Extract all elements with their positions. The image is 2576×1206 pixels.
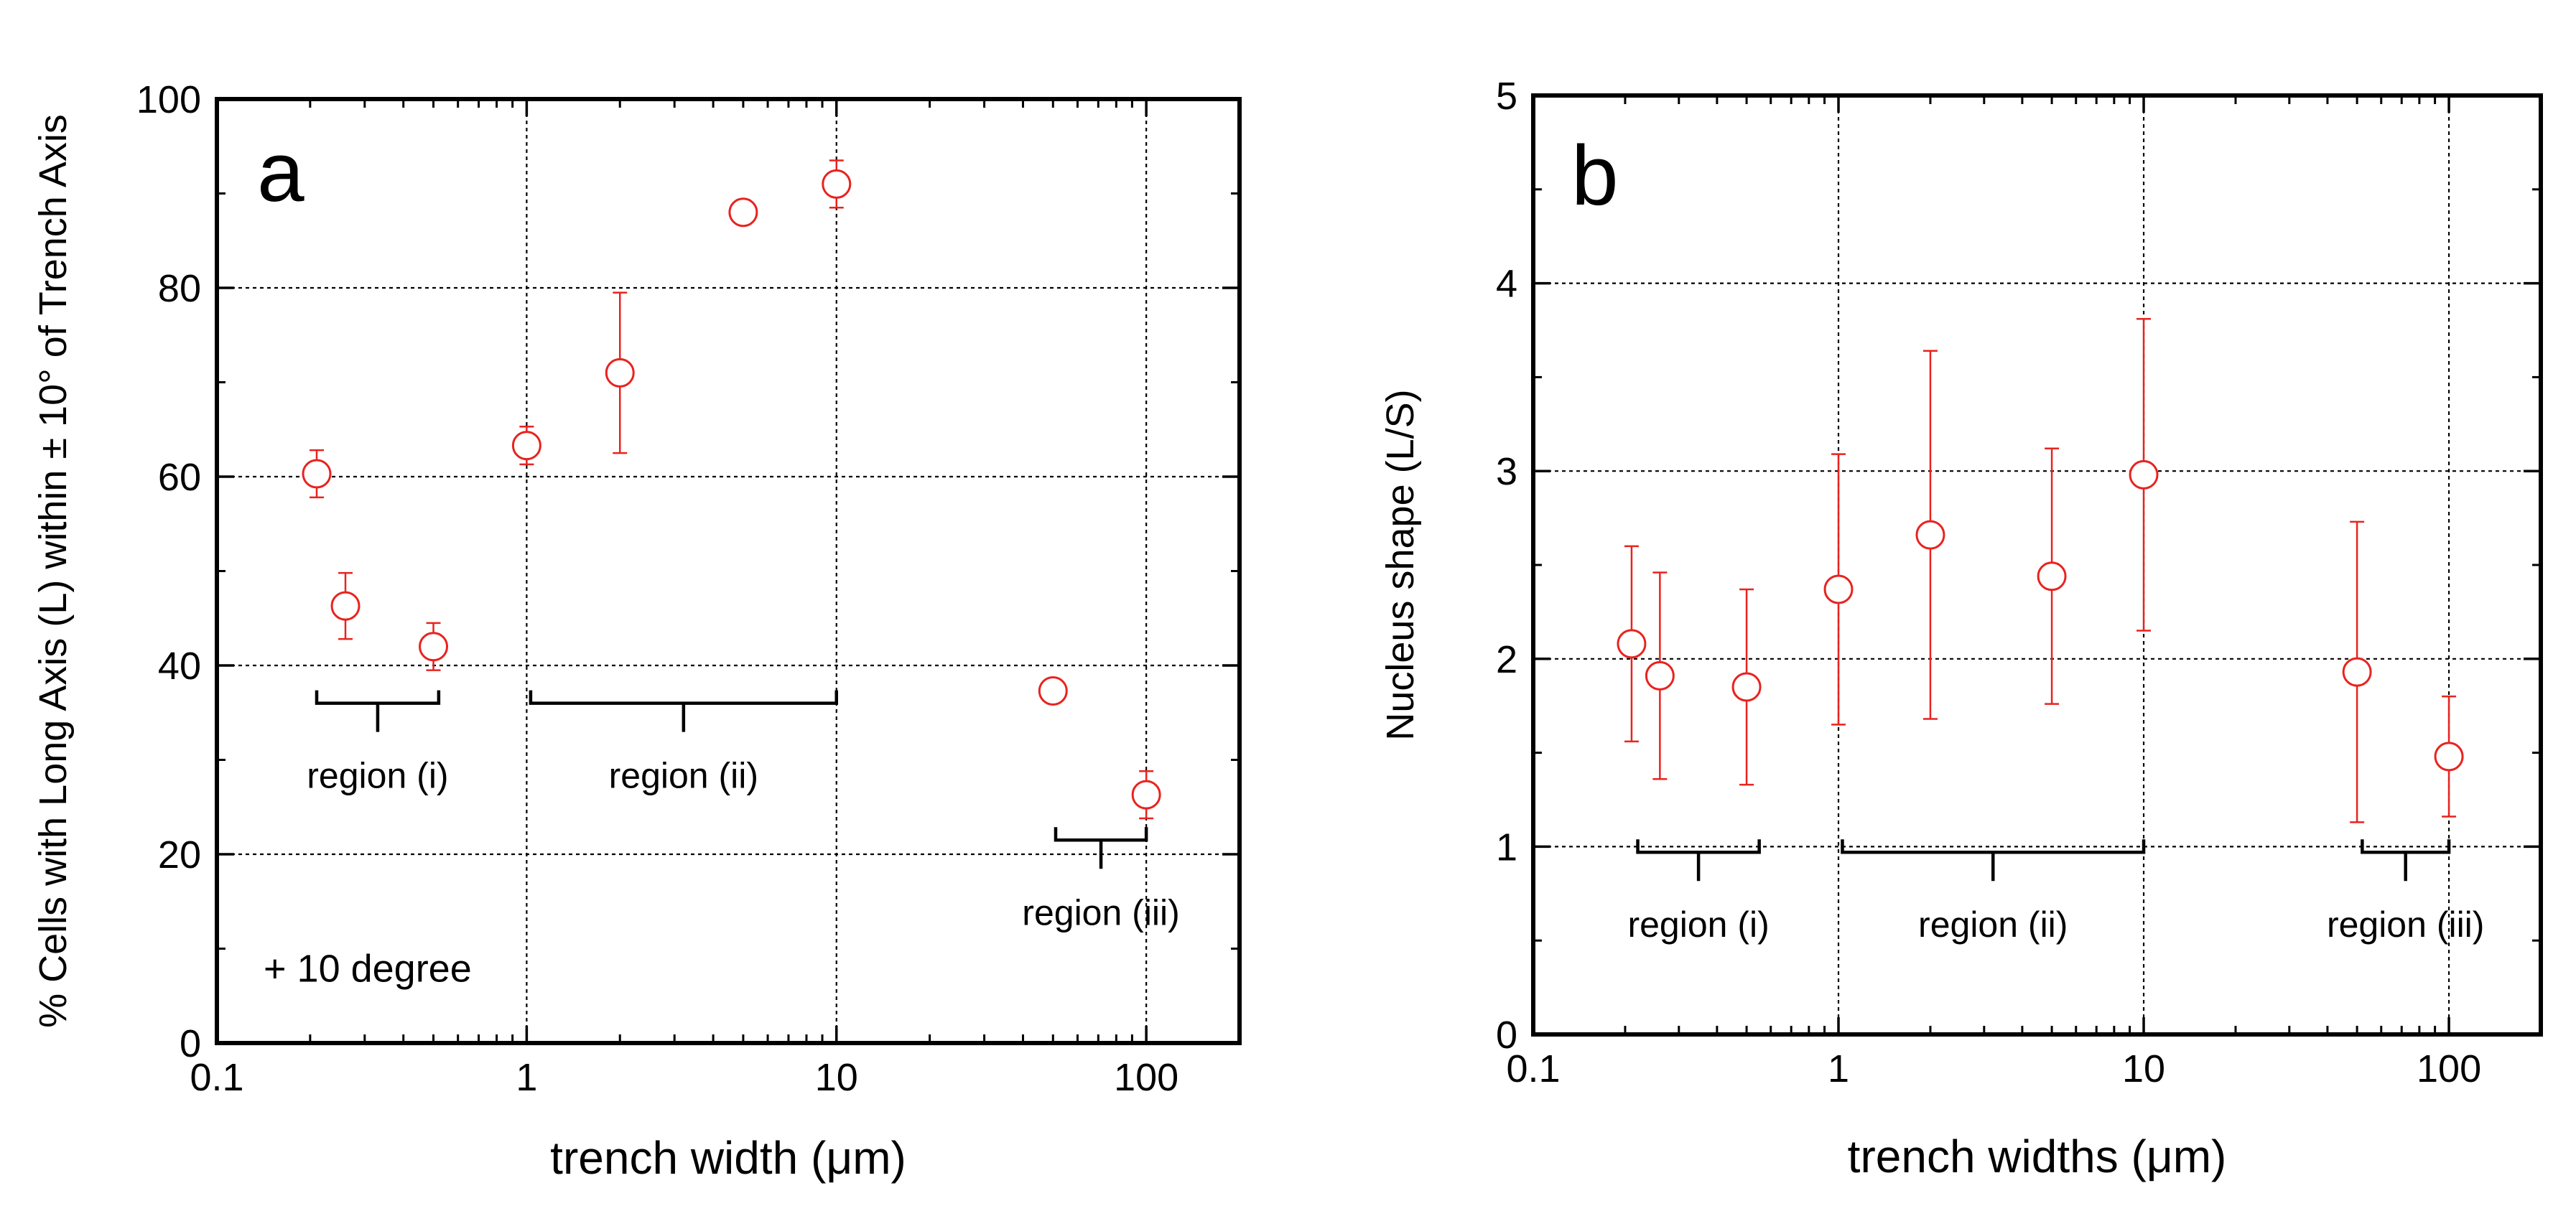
panel-label: a xyxy=(257,125,304,220)
data-point xyxy=(2129,459,2159,490)
x-tick-label: 1 xyxy=(516,1056,537,1099)
x-tick-label: 10 xyxy=(2122,1047,2165,1090)
y-tick-label: 3 xyxy=(1496,450,1517,493)
x-tick-label: 10 xyxy=(815,1056,858,1099)
data-point xyxy=(605,357,635,388)
region-brace xyxy=(1054,827,1148,869)
data-point xyxy=(2434,742,2464,772)
data-point xyxy=(1131,780,1161,810)
data-point xyxy=(1617,629,1647,659)
region-label: region (iii) xyxy=(2327,904,2485,945)
x-tick-label: 100 xyxy=(1114,1056,1178,1099)
region-label: region (iii) xyxy=(1022,892,1180,932)
region-label: region (i) xyxy=(1627,904,1769,945)
data-point xyxy=(419,632,449,662)
plot-frame xyxy=(1531,93,2543,1037)
data-point xyxy=(822,169,852,199)
x-tick-label: 100 xyxy=(2417,1047,2481,1090)
data-point xyxy=(728,197,758,228)
data-point xyxy=(2342,657,2372,687)
region-brace xyxy=(1841,839,2146,882)
region-label: region (ii) xyxy=(609,756,758,796)
data-point xyxy=(330,591,361,621)
region-brace xyxy=(2361,839,2451,882)
data-point xyxy=(1823,574,1854,604)
y-tick-label: 0 xyxy=(1496,1014,1517,1057)
x-tick-label: 0.1 xyxy=(190,1056,243,1099)
panel-a-chart: 0.1 1 10 100 0 20 40 60 80 100 trench width (μm) % … xyxy=(32,78,1242,1184)
region-brace xyxy=(529,690,839,732)
data-point xyxy=(1038,676,1068,706)
x-axis-title: trench widths (μm) xyxy=(1848,1131,2227,1182)
y-tick-label: 0 xyxy=(180,1022,201,1065)
degree-annotation: + 10 degree xyxy=(264,948,472,991)
data-point xyxy=(511,431,541,461)
y-tick-label: 5 xyxy=(1496,75,1517,118)
region-label: region (ii) xyxy=(1918,904,2068,945)
region-brace xyxy=(315,690,441,732)
panel-b-chart: 0.1 1 10 100 0 1 2 3 4 5 trench widths (μm) Nucleus… xyxy=(1379,75,2543,1182)
y-tick-label: 100 xyxy=(136,78,201,121)
y-tick-label: 1 xyxy=(1496,826,1517,869)
y-tick-label: 20 xyxy=(158,833,201,877)
y-tick-label: 4 xyxy=(1496,263,1517,306)
x-axis-title: trench width (μm) xyxy=(550,1132,906,1184)
region-label: region (i) xyxy=(307,756,448,796)
x-tick-label: 1 xyxy=(1828,1047,1849,1090)
region-brace xyxy=(1636,839,1761,882)
plot-frame xyxy=(215,97,1242,1045)
data-point xyxy=(1731,672,1762,702)
data-point xyxy=(2037,561,2067,592)
data-point xyxy=(302,459,332,489)
data-point xyxy=(1915,520,1945,550)
y-axis-title: % Cells with Long Axis (L) within ± 10° … xyxy=(32,114,75,1028)
y-tick-label: 60 xyxy=(158,456,201,499)
y-tick-label: 40 xyxy=(158,645,201,688)
y-tick-label: 80 xyxy=(158,267,201,310)
panel-label: b xyxy=(1571,128,1619,223)
data-point xyxy=(1645,660,1675,691)
y-tick-label: 2 xyxy=(1496,638,1517,681)
y-axis-title: Nucleus shape (L/S) xyxy=(1379,389,1422,740)
x-tick-label: 0.1 xyxy=(1506,1047,1560,1090)
